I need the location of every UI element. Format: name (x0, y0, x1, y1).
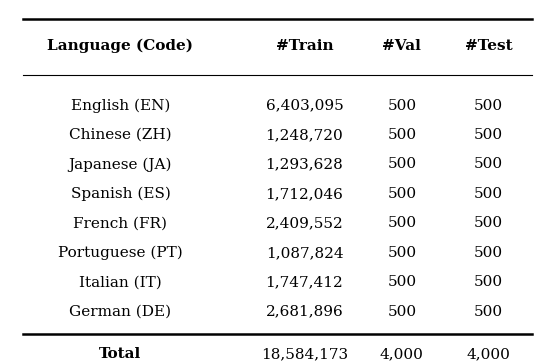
Text: Italian (IT): Italian (IT) (79, 275, 162, 289)
Text: 500: 500 (387, 217, 417, 230)
Text: 500: 500 (474, 275, 503, 289)
Text: 500: 500 (387, 275, 417, 289)
Text: 1,712,046: 1,712,046 (265, 187, 343, 201)
Text: Spanish (ES): Spanish (ES) (71, 187, 170, 201)
Text: 4,000: 4,000 (467, 347, 510, 361)
Text: 6,403,095: 6,403,095 (265, 99, 343, 112)
Text: 500: 500 (387, 158, 417, 171)
Text: 500: 500 (474, 187, 503, 201)
Text: 500: 500 (474, 158, 503, 171)
Text: 500: 500 (474, 305, 503, 319)
Text: Japanese (JA): Japanese (JA) (69, 157, 172, 172)
Text: French (FR): French (FR) (73, 217, 168, 230)
Text: #Test: #Test (465, 39, 512, 53)
Text: German (DE): German (DE) (70, 305, 171, 319)
Text: 500: 500 (474, 246, 503, 260)
Text: 500: 500 (387, 305, 417, 319)
Text: 18,584,173: 18,584,173 (261, 347, 348, 361)
Text: 500: 500 (474, 128, 503, 142)
Text: 500: 500 (387, 246, 417, 260)
Text: #Train: #Train (276, 39, 333, 53)
Text: English (EN): English (EN) (71, 98, 170, 113)
Text: 2,409,552: 2,409,552 (265, 217, 343, 230)
Text: #Val: #Val (382, 39, 422, 53)
Text: 2,681,896: 2,681,896 (265, 305, 343, 319)
Text: Portuguese (PT): Portuguese (PT) (58, 246, 183, 260)
Text: 500: 500 (387, 99, 417, 112)
Text: Language (Code): Language (Code) (47, 39, 194, 54)
Text: 1,087,824: 1,087,824 (265, 246, 343, 260)
Text: Chinese (ZH): Chinese (ZH) (69, 128, 172, 142)
Text: 1,248,720: 1,248,720 (265, 128, 343, 142)
Text: 4,000: 4,000 (380, 347, 424, 361)
Text: 500: 500 (387, 187, 417, 201)
Text: 1,293,628: 1,293,628 (265, 158, 343, 171)
Text: Total: Total (100, 347, 141, 361)
Text: 500: 500 (474, 99, 503, 112)
Text: 500: 500 (474, 217, 503, 230)
Text: 500: 500 (387, 128, 417, 142)
Text: 1,747,412: 1,747,412 (265, 275, 343, 289)
